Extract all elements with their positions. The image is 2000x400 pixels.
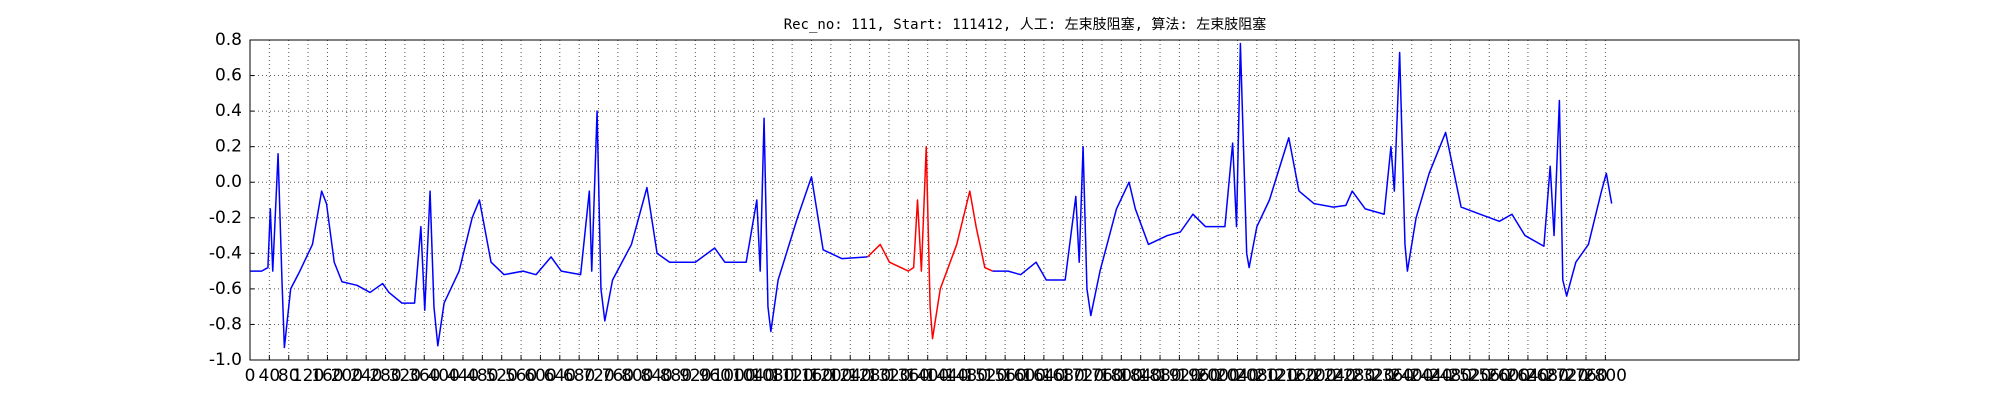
x-tick-label: 160 bbox=[311, 366, 343, 386]
x-tick-label: 1600 bbox=[1003, 366, 1046, 386]
y-tick-label: 0.6 bbox=[215, 66, 242, 86]
x-tick-label: 640 bbox=[544, 366, 576, 386]
plot-frame bbox=[249, 39, 1800, 361]
x-tick-label: 720 bbox=[582, 366, 614, 386]
x-tick-label: 480 bbox=[466, 366, 498, 386]
tick-labels: -1.0-0.8-0.6-0.4-0.20.00.20.40.60.80 4080… bbox=[209, 30, 1627, 386]
x-tick-label: 1320 bbox=[867, 366, 910, 386]
x-tick-label: 360 bbox=[408, 366, 440, 386]
x-tick-label: 1440 bbox=[925, 366, 968, 386]
x-tick-label: 840 bbox=[640, 366, 672, 386]
x-tick-label: 760 bbox=[602, 366, 634, 386]
y-tick-label: 0.8 bbox=[215, 30, 242, 50]
x-tick-label: 2800 bbox=[1584, 366, 1627, 386]
x-tick-label: 1560 bbox=[984, 366, 1027, 386]
x-tick-label: 1840 bbox=[1119, 366, 1162, 386]
x-tick-label: 440 bbox=[447, 366, 479, 386]
plot-lines bbox=[250, 42, 1613, 349]
x-tick-label: 2320 bbox=[1351, 366, 1394, 386]
x-tick-label: 2760 bbox=[1564, 366, 1607, 386]
x-tick-label: 680 bbox=[563, 366, 595, 386]
x-tick-label: 240 bbox=[350, 366, 382, 386]
x-tick-label: 880 bbox=[660, 366, 692, 386]
x-tick-label: 800 bbox=[621, 366, 653, 386]
x-tick-label: 2440 bbox=[1409, 366, 1452, 386]
x-tick-label: 1480 bbox=[945, 366, 988, 386]
x-tick-label: 1000 bbox=[712, 366, 755, 386]
x-tick-label: 1880 bbox=[1138, 366, 1181, 386]
x-tick-label: 520 bbox=[485, 366, 517, 386]
x-tick-label: 1680 bbox=[1042, 366, 1085, 386]
x-tick-label: 960 bbox=[698, 366, 730, 386]
x-tick-label: 1800 bbox=[1100, 366, 1143, 386]
x-tick-label: 2680 bbox=[1526, 366, 1569, 386]
x-tick-label: 2400 bbox=[1390, 366, 1433, 386]
x-tick-label: 1960 bbox=[1177, 366, 1220, 386]
ecg-line bbox=[867, 145, 993, 340]
x-tick-label: 2040 bbox=[1216, 366, 1259, 386]
x-tick-label: 2000 bbox=[1196, 366, 1239, 386]
grid bbox=[249, 39, 1799, 361]
x-tick-label: 1360 bbox=[887, 366, 930, 386]
x-tick-label: 1520 bbox=[964, 366, 1007, 386]
x-tick-label: 2480 bbox=[1429, 366, 1472, 386]
y-tick-label: -0.2 bbox=[209, 208, 242, 228]
chart-title: Rec_no: 111, Start: 111412, 人工: 左束肢阻塞, 算… bbox=[784, 16, 1267, 33]
x-tick-label: 2720 bbox=[1545, 366, 1588, 386]
x-tick-label: 1280 bbox=[848, 366, 891, 386]
x-tick-label: 1160 bbox=[790, 366, 833, 386]
x-tick-label: 80 bbox=[278, 366, 300, 386]
x-tick-label: 1720 bbox=[1061, 366, 1104, 386]
x-tick-label: 2200 bbox=[1293, 366, 1336, 386]
x-tick-label: 280 bbox=[369, 366, 401, 386]
x-tick-label: 2160 bbox=[1274, 366, 1317, 386]
x-tick-label: 2360 bbox=[1371, 366, 1414, 386]
y-tick-label: 0.2 bbox=[215, 137, 242, 157]
x-tick-label: 920 bbox=[679, 366, 711, 386]
x-tick-label: 1640 bbox=[1022, 366, 1065, 386]
x-tick-label: 1040 bbox=[732, 366, 775, 386]
y-tick-label: 0.0 bbox=[215, 172, 242, 192]
x-tick-label: 40 bbox=[259, 366, 281, 386]
x-tick-label: 400 bbox=[427, 366, 459, 386]
x-tick-label: 0 bbox=[245, 366, 256, 386]
x-tick-label: 120 bbox=[292, 366, 324, 386]
x-tick-label: 560 bbox=[505, 366, 537, 386]
x-tick-label: 1400 bbox=[906, 366, 949, 386]
y-tick-label: 0.4 bbox=[215, 101, 242, 121]
x-tick-label: 2240 bbox=[1313, 366, 1356, 386]
x-tick-label: 2520 bbox=[1448, 366, 1491, 386]
x-tick-label: 1120 bbox=[771, 366, 814, 386]
x-tick-label: 2080 bbox=[1235, 366, 1278, 386]
x-tick-label: 1760 bbox=[1080, 366, 1123, 386]
y-tick-label: -0.4 bbox=[209, 243, 242, 263]
x-tick-label: 2560 bbox=[1468, 366, 1511, 386]
x-tick-label: 1240 bbox=[829, 366, 872, 386]
y-tick-label: -0.6 bbox=[209, 279, 242, 299]
x-tick-label: 2640 bbox=[1506, 366, 1549, 386]
x-tick-label: 1080 bbox=[751, 366, 794, 386]
x-tick-label: 1920 bbox=[1158, 366, 1201, 386]
x-tick-label: 2280 bbox=[1332, 366, 1375, 386]
x-tick-label: 600 bbox=[524, 366, 556, 386]
x-tick-label: 2120 bbox=[1255, 366, 1298, 386]
y-tick-label: -0.8 bbox=[209, 314, 242, 334]
x-tick-label: 1200 bbox=[809, 366, 852, 386]
ecg-line bbox=[250, 42, 1613, 349]
x-tick-label: 320 bbox=[389, 366, 421, 386]
x-tick-label: 2600 bbox=[1487, 366, 1530, 386]
y-tick-label: -1.0 bbox=[209, 350, 242, 370]
x-tick-label: 200 bbox=[331, 366, 363, 386]
